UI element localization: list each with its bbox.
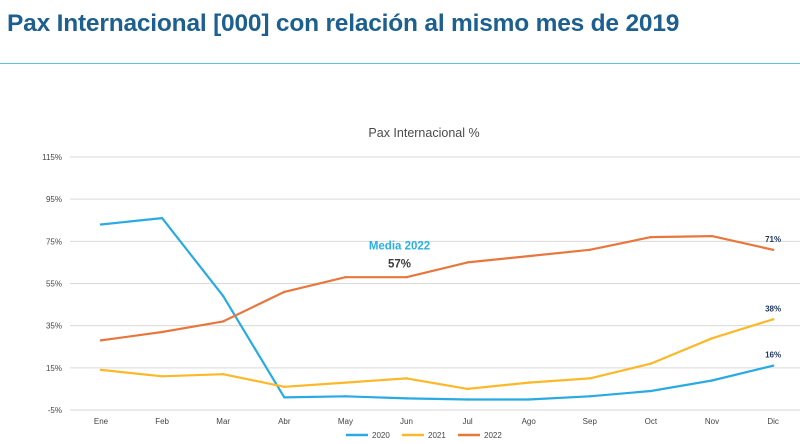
end-label-2021: 38% <box>765 304 781 313</box>
data-point-2020 <box>588 395 591 398</box>
data-point-2022 <box>466 261 469 264</box>
data-point-2020 <box>466 398 469 401</box>
x-tick-label: Oct <box>645 417 658 426</box>
y-axis-ticks: -5% 15% 35% 55% 75% 95% 115% <box>42 153 62 415</box>
series-line-2022 <box>99 235 775 342</box>
data-point-2022 <box>588 248 591 251</box>
data-point-2021 <box>283 385 286 389</box>
data-point-2021 <box>99 368 103 372</box>
x-axis-ticks: Ene Feb Mar Abr May Jun Jul Ago Sep Oct Nov Dic <box>94 417 779 426</box>
data-point-2022 <box>771 248 775 251</box>
x-tick-label: Sep <box>583 417 598 426</box>
data-point-2021 <box>771 318 775 321</box>
data-point-2021 <box>344 381 347 384</box>
data-point-2021 <box>588 377 591 380</box>
y-tick-label: 95% <box>46 195 62 204</box>
x-tick-label: May <box>338 417 353 426</box>
data-labels: 16% 38% 71% <box>765 235 781 360</box>
data-point-2021 <box>222 372 225 376</box>
page-title: Pax Internacional [000] con relación al … <box>7 10 680 37</box>
series-line-2020 <box>99 217 775 401</box>
data-point-2021 <box>710 337 714 340</box>
data-point-2020 <box>99 223 103 226</box>
x-tick-label: Ago <box>522 417 537 426</box>
end-label-2022: 71% <box>765 235 781 244</box>
data-point-2021 <box>160 375 164 378</box>
y-tick-label: 15% <box>46 364 62 373</box>
x-tick-label: Mar <box>216 417 230 426</box>
data-point-2020 <box>710 379 714 382</box>
x-tick-label: Abr <box>278 417 291 426</box>
data-point-2022 <box>99 339 103 342</box>
data-point-2020 <box>222 294 225 298</box>
data-point-2021 <box>405 377 408 380</box>
legend-label-2022: 2022 <box>484 431 502 440</box>
x-tick-label: Jul <box>462 417 472 426</box>
data-point-2022 <box>222 320 225 323</box>
title-divider <box>0 63 800 64</box>
y-tick-label: 115% <box>42 153 62 162</box>
data-point-2022 <box>710 234 714 238</box>
x-tick-label: Nov <box>705 417 719 426</box>
x-tick-label: Ene <box>94 417 109 426</box>
data-point-2020 <box>160 216 164 220</box>
annotation-title: Media 2022 <box>369 241 430 253</box>
y-tick-label: 35% <box>46 322 62 331</box>
data-point-2020 <box>405 397 408 400</box>
chart-title: Pax Internacional % <box>368 126 479 140</box>
gridlines <box>70 156 800 411</box>
data-point-2022 <box>160 330 164 334</box>
annotation-value: 57% <box>388 259 411 271</box>
data-point-2020 <box>527 398 530 401</box>
x-tick-label: Jun <box>400 417 413 426</box>
legend-label-2020: 2020 <box>372 431 390 440</box>
series-line-2021 <box>99 318 775 390</box>
data-point-2022 <box>405 275 408 279</box>
data-point-2020 <box>771 364 775 367</box>
y-tick-label: 75% <box>46 237 62 246</box>
end-label-2020: 16% <box>765 351 781 360</box>
data-point-2021 <box>466 387 469 391</box>
series-lines <box>99 216 775 401</box>
data-point-2020 <box>649 389 653 393</box>
annotation-media-2022: Media 2022 57% <box>369 241 430 271</box>
data-point-2021 <box>527 381 530 384</box>
data-point-2020 <box>283 396 286 399</box>
data-point-2022 <box>283 290 286 294</box>
legend-label-2021: 2021 <box>428 431 446 440</box>
data-point-2022 <box>527 254 530 258</box>
y-tick-label: 55% <box>46 280 62 289</box>
x-tick-label: Dic <box>767 417 779 426</box>
data-point-2020 <box>344 395 347 398</box>
data-point-2022 <box>649 235 653 239</box>
data-point-2021 <box>649 362 653 365</box>
legend: 2020 2021 2022 <box>346 431 502 440</box>
data-point-2022 <box>344 275 347 279</box>
y-tick-label: -5% <box>48 406 62 415</box>
x-tick-label: Feb <box>155 417 169 426</box>
